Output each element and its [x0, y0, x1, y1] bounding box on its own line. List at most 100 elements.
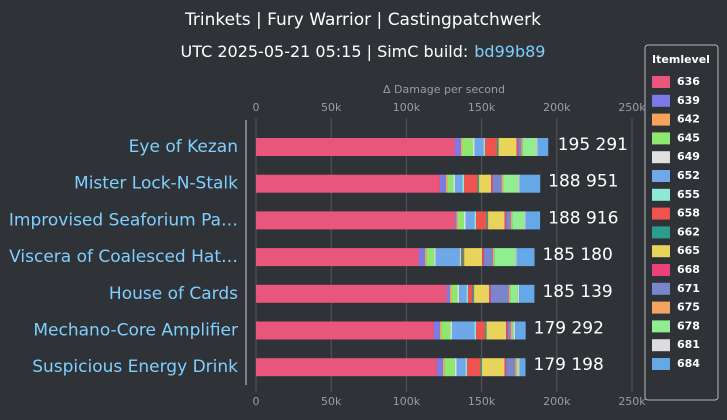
- total-label: 195 291: [558, 135, 628, 155]
- bar-segment: [494, 248, 516, 267]
- bar-segment: [482, 358, 505, 377]
- bar-segment: [476, 321, 486, 340]
- bar-segment: [517, 284, 520, 303]
- category-label: Mister Lock-N-Stalk: [74, 174, 238, 194]
- bar-segment: [506, 321, 508, 340]
- legend-swatch: [652, 358, 670, 370]
- total-label: 179 292: [534, 319, 604, 339]
- legend-label: 642: [677, 113, 700, 126]
- total-label: 185 180: [543, 245, 613, 265]
- bar-segment: [473, 138, 475, 156]
- bar-segment: [445, 174, 448, 193]
- x-tick-label: 200k: [543, 101, 571, 114]
- bar-segment: [516, 358, 519, 377]
- bar-segment: [536, 138, 538, 156]
- bar-segment: [489, 284, 491, 303]
- bar-segment: [497, 138, 499, 156]
- bar-segment: [516, 248, 535, 267]
- x-tick-label: 0: [253, 101, 260, 114]
- bar-segment: [466, 284, 469, 303]
- legend-label: 645: [677, 131, 700, 144]
- legend-label: 652: [677, 169, 700, 182]
- legend-label: 639: [677, 94, 700, 107]
- legend-label: 662: [677, 225, 700, 238]
- bar-segment: [459, 284, 467, 303]
- bar-segment: [503, 174, 519, 193]
- legend-label: 636: [677, 75, 700, 88]
- legend-swatch: [652, 151, 670, 164]
- bar-segment: [433, 321, 440, 340]
- bar-segment: [491, 174, 493, 193]
- legend-label: 658: [677, 207, 700, 220]
- bar-segment: [522, 138, 537, 156]
- legend-swatch: [652, 320, 670, 333]
- legend-swatch: [652, 170, 670, 182]
- bar-segment: [521, 138, 523, 156]
- bar-segment: [454, 138, 461, 156]
- x-tick-label: 200k: [543, 395, 571, 408]
- bar-segment: [461, 248, 463, 267]
- bar-segment: [477, 174, 480, 193]
- bar-segment: [516, 138, 519, 156]
- x-axis-label: Δ Damage per second: [383, 83, 505, 96]
- bar-segment: [462, 138, 474, 156]
- legend-label: 684: [677, 357, 700, 370]
- bar-segment: [482, 248, 484, 267]
- legend-swatch: [652, 76, 670, 88]
- x-tick-label: 250k: [618, 395, 646, 408]
- bar-segment: [474, 284, 490, 303]
- bar-segment: [256, 174, 440, 193]
- legend-label: 665: [677, 244, 700, 257]
- bar-segment: [444, 358, 455, 377]
- legend-title: Itemlevel: [652, 53, 710, 66]
- total-label: 188 951: [548, 172, 618, 192]
- bar-segment: [256, 358, 437, 377]
- bar-segment: [501, 174, 504, 193]
- legend-label: 668: [677, 263, 700, 276]
- legend-label: 675: [677, 301, 700, 314]
- bar-segment: [537, 138, 549, 156]
- bar-segment: [479, 174, 492, 193]
- bar-segment: [434, 248, 436, 267]
- bar-segment: [486, 211, 489, 230]
- bar-segment: [426, 248, 435, 267]
- bar-segment: [510, 321, 513, 340]
- legend-label: 655: [677, 188, 700, 201]
- bar-segment: [518, 174, 520, 193]
- x-tick-label: 150k: [468, 101, 496, 114]
- bar-segment: [506, 211, 511, 230]
- bar-segment: [447, 174, 454, 193]
- bar-segment: [462, 248, 465, 267]
- bar-segment: [459, 248, 462, 267]
- build-link[interactable]: bd99b89: [474, 42, 545, 61]
- legend-swatch: [652, 94, 670, 107]
- legend-swatch: [652, 301, 670, 314]
- x-tick-label: 250k: [618, 101, 646, 114]
- bar-segment: [451, 284, 458, 303]
- total-label: 179 198: [534, 355, 604, 375]
- bar-segment: [472, 284, 475, 303]
- bar-segment: [451, 321, 475, 340]
- bar-segment: [474, 138, 484, 156]
- x-tick-label: 150k: [468, 395, 496, 408]
- bar-segment: [464, 174, 478, 193]
- bar-segment: [454, 211, 457, 230]
- legend-swatch: [652, 132, 670, 145]
- x-tick-label: 50k: [321, 395, 342, 408]
- bar-segment: [519, 358, 526, 377]
- bar-segment: [480, 358, 483, 377]
- bar-segment: [447, 284, 451, 303]
- total-label: 188 916: [548, 208, 618, 228]
- bar-segment: [518, 138, 522, 156]
- bar-segment: [486, 321, 507, 340]
- legend-swatch: [652, 226, 670, 239]
- bar-segment: [490, 284, 509, 303]
- bar-segment: [474, 321, 477, 340]
- legend-swatch: [652, 207, 670, 220]
- bar-segment: [519, 174, 541, 193]
- chart-subtitle: UTC 2025-05-21 05:15 | SimC build: bd99b8…: [181, 42, 546, 61]
- bar-segment: [510, 211, 513, 230]
- bar-segment: [465, 358, 468, 377]
